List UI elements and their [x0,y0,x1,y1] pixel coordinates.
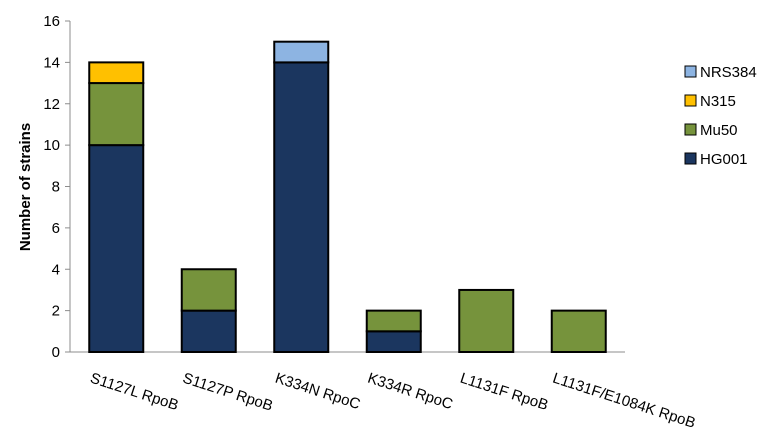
y-tick-label: 12 [43,96,60,113]
y-tick-label: 4 [52,261,60,278]
y-tick-label: 0 [52,344,60,361]
bar-segment-hg001 [88,144,145,353]
bar-segment-mu50 [365,309,422,333]
bar-segment-n315 [88,61,145,85]
x-tick-label: L1131F/E1084K RpoB [551,370,698,432]
bar-segment-hg001 [273,61,330,353]
legend-label-mu50: Mu50 [700,122,738,139]
bar-segment-hg001 [180,309,237,353]
bar-segment-nrs384 [273,40,330,64]
legend-swatch-hg001 [684,152,697,165]
y-axis-title: Number of strains [17,123,34,251]
y-tick-label: 8 [52,179,60,196]
bar-segment-mu50 [458,288,515,353]
bar-segment-mu50 [88,82,145,147]
legend-swatch-nrs384 [684,65,697,78]
x-tick-label: K334R RpoC [366,370,455,414]
legend-swatch-n315 [684,94,697,107]
y-tick-labels: 0 2 4 6 8 10 12 14 16 [43,13,60,361]
legend-label-n315: N315 [700,93,736,110]
y-tick-label: 10 [43,137,60,154]
y-tick-label: 16 [43,13,60,30]
x-tick-label: K334N RpoC [273,370,362,414]
x-tick-label: S1127P RpoB [181,370,275,415]
bar-segment-hg001 [365,330,422,353]
legend-swatch-mu50 [684,123,697,136]
bars-group [88,40,607,353]
axes-group [65,20,625,353]
bar-segment-mu50 [180,268,237,312]
legend-label-hg001: HG001 [700,151,748,168]
y-tick-label: 6 [52,220,60,237]
legend-label-nrs384: NRS384 [700,64,757,81]
x-tick-label: S1127L RpoB [88,370,181,415]
legend: NRS384 N315 Mu50 HG001 [684,64,757,168]
x-tick-label: L1131F RpoB [458,370,550,414]
bar-segment-mu50 [550,309,607,353]
y-tick-label: 14 [43,54,60,71]
y-tick-label: 2 [52,303,60,320]
